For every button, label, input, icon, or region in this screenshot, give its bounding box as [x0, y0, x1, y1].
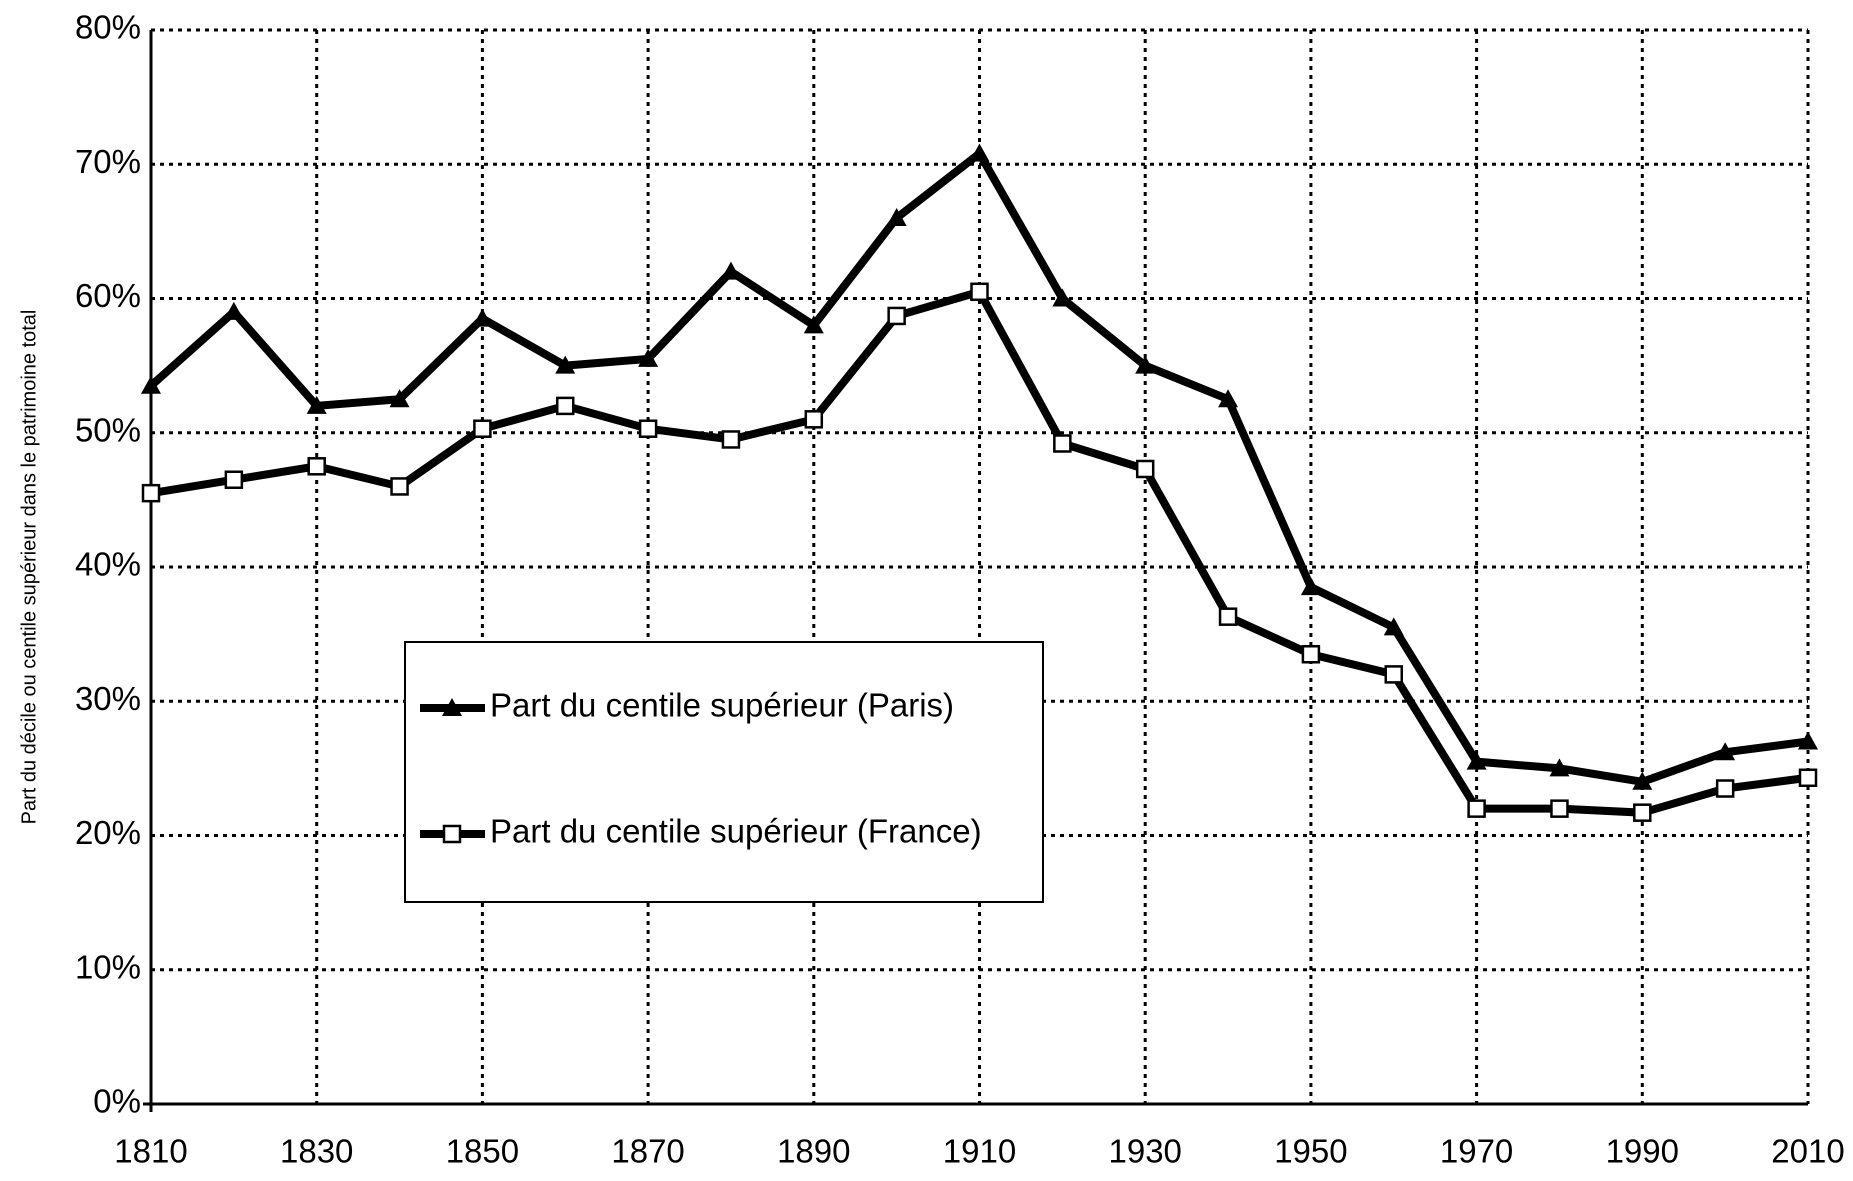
y-tick-label: 60% — [75, 277, 141, 314]
marker — [141, 375, 161, 394]
marker — [1633, 803, 1652, 822]
x-tick-label: 1970 — [1440, 1133, 1513, 1170]
x-tick-label: 1870 — [611, 1133, 684, 1170]
marker — [1301, 645, 1321, 664]
marker — [886, 207, 907, 226]
marker — [1384, 665, 1403, 684]
marker — [1549, 758, 1570, 777]
marker — [887, 306, 906, 326]
y-tick-label: 40% — [75, 546, 141, 583]
x-tick-label: 1930 — [1108, 1133, 1181, 1170]
y-tick-label: 0% — [93, 1083, 141, 1120]
x-tick-label: 1810 — [114, 1133, 187, 1170]
y-tick-label: 30% — [75, 680, 141, 717]
marker — [804, 410, 824, 429]
marker — [442, 698, 462, 716]
marker — [1383, 617, 1404, 636]
y-tick-label: 10% — [75, 948, 141, 985]
marker — [1632, 771, 1653, 790]
marker — [720, 261, 741, 280]
y-tick-label: 80% — [75, 9, 141, 46]
marker — [141, 483, 161, 503]
marker — [473, 419, 492, 438]
x-tick-label: 1890 — [777, 1133, 850, 1170]
marker — [969, 143, 990, 162]
marker — [1135, 459, 1155, 479]
x-tick-label: 1990 — [1606, 1133, 1679, 1170]
marker — [970, 282, 989, 302]
marker — [223, 301, 244, 320]
y-tick-label: 50% — [75, 411, 141, 448]
marker — [1466, 751, 1487, 770]
marker — [1135, 355, 1156, 374]
x-tick-label: 1950 — [1274, 1133, 1347, 1170]
marker — [721, 430, 741, 449]
y-tick-label: 20% — [75, 814, 141, 851]
marker — [1550, 799, 1569, 818]
marker — [1715, 779, 1735, 798]
marker — [638, 419, 658, 438]
marker — [1218, 389, 1239, 408]
legend — [404, 641, 1044, 903]
marker — [1798, 731, 1818, 750]
y-axis-label: Part du décile ou centile supérieur dans… — [18, 310, 40, 825]
marker — [1053, 434, 1072, 453]
x-tick-label: 1830 — [280, 1133, 353, 1170]
marker — [1300, 577, 1321, 596]
marker — [442, 824, 462, 844]
x-tick-label: 1850 — [446, 1133, 519, 1170]
marker — [1467, 799, 1486, 818]
y-tick-label: 70% — [75, 143, 141, 180]
marker — [1798, 768, 1818, 788]
marker — [1052, 288, 1073, 307]
marker — [472, 308, 493, 327]
marker — [555, 355, 576, 374]
marker — [803, 315, 824, 334]
marker — [638, 348, 659, 367]
legend-label: Part du centile supérieur (France) — [490, 813, 982, 850]
x-tick-label: 2010 — [1771, 1133, 1844, 1170]
x-tick-label: 1910 — [943, 1133, 1016, 1170]
marker — [390, 477, 409, 496]
marker — [224, 470, 244, 489]
marker — [556, 396, 575, 416]
legend-label: Part du centile supérieur (Paris) — [490, 687, 954, 724]
marker — [306, 395, 327, 414]
marker — [1715, 742, 1736, 761]
marker — [1218, 607, 1238, 626]
marker — [389, 389, 410, 408]
marker — [307, 457, 326, 476]
